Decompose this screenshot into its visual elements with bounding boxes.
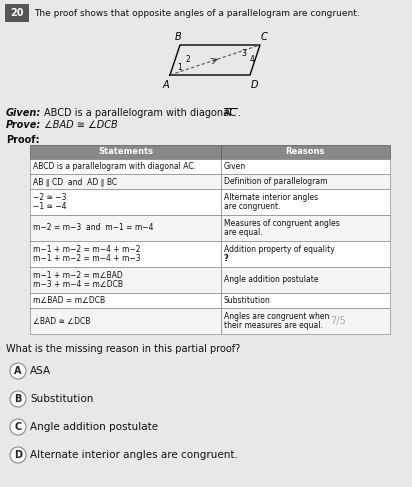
Text: B: B: [175, 32, 181, 42]
Text: −2 ≅ −3: −2 ≅ −3: [33, 193, 66, 202]
Text: Angle addition postulate: Angle addition postulate: [30, 422, 158, 432]
Bar: [30, 308, 221, 334]
Text: Alternate interior angles: Alternate interior angles: [224, 193, 318, 202]
Bar: [221, 267, 390, 293]
Text: 3: 3: [241, 49, 246, 57]
Text: ∠BAD ≅ ∠DCB: ∠BAD ≅ ∠DCB: [33, 317, 90, 325]
Text: Alternate interior angles are congruent.: Alternate interior angles are congruent.: [30, 450, 238, 460]
Text: ABCD is a parallelogram with diagonal AC.: ABCD is a parallelogram with diagonal AC…: [33, 162, 196, 171]
Text: Reasons: Reasons: [286, 148, 325, 156]
Text: ∠BAD ≅ ∠DCB: ∠BAD ≅ ∠DCB: [44, 120, 118, 130]
Text: m−1 + m−2 = m−4 + m−2: m−1 + m−2 = m−4 + m−2: [33, 245, 140, 254]
Circle shape: [10, 447, 26, 463]
Text: Statements: Statements: [98, 148, 153, 156]
Text: Prove:: Prove:: [6, 120, 41, 130]
Text: m∠BAD = m∠DCB: m∠BAD = m∠DCB: [33, 296, 105, 305]
Text: Substitution: Substitution: [30, 394, 94, 404]
Text: m−1 + m−2 = m−4 + m−3: m−1 + m−2 = m−4 + m−3: [33, 254, 140, 263]
Text: D: D: [14, 450, 22, 460]
Text: C: C: [14, 422, 21, 432]
Text: Angles are congruent when: Angles are congruent when: [224, 312, 329, 321]
Bar: [221, 215, 390, 241]
Bar: [221, 293, 390, 308]
Bar: [30, 293, 221, 308]
Bar: [30, 145, 390, 159]
Text: AB ∥ CD  and  AD ∥ BC: AB ∥ CD and AD ∥ BC: [33, 177, 117, 186]
Bar: [221, 308, 390, 334]
Text: Proof:: Proof:: [6, 135, 40, 145]
Bar: [221, 159, 390, 174]
FancyBboxPatch shape: [5, 4, 29, 22]
Bar: [221, 174, 390, 189]
Text: Angle addition postulate: Angle addition postulate: [224, 276, 318, 284]
Text: −1 ≅ −4: −1 ≅ −4: [33, 202, 66, 211]
Text: Given: Given: [224, 162, 246, 171]
Bar: [30, 174, 221, 189]
Text: 1: 1: [178, 62, 183, 72]
Text: What is the missing reason in this partial proof?: What is the missing reason in this parti…: [6, 344, 240, 354]
Text: 4: 4: [250, 56, 255, 64]
Text: m−3 + m−4 = m∠DCB: m−3 + m−4 = m∠DCB: [33, 280, 123, 289]
Text: are equal.: are equal.: [224, 228, 262, 237]
Text: Measures of congruent angles: Measures of congruent angles: [224, 219, 339, 228]
Text: A: A: [163, 80, 169, 90]
Text: are congruent.: are congruent.: [224, 202, 280, 211]
Bar: [30, 189, 221, 215]
Text: m−2 = m−3  and  m−1 = m−4: m−2 = m−3 and m−1 = m−4: [33, 224, 154, 232]
Bar: [30, 215, 221, 241]
Text: ABCD is a parallelogram with diagonal: ABCD is a parallelogram with diagonal: [44, 108, 235, 118]
Text: C: C: [261, 32, 267, 42]
Bar: [221, 189, 390, 215]
Text: ASA: ASA: [30, 366, 51, 376]
Text: their measures are equal.: their measures are equal.: [224, 321, 323, 330]
Text: The proof shows that opposite angles of a parallelogram are congruent.: The proof shows that opposite angles of …: [34, 8, 360, 18]
Text: Substitution: Substitution: [224, 296, 271, 305]
Bar: [221, 241, 390, 267]
Bar: [30, 241, 221, 267]
Circle shape: [10, 391, 26, 407]
Text: 2: 2: [186, 56, 190, 64]
Text: m−1 + m−2 = m∠BAD: m−1 + m−2 = m∠BAD: [33, 271, 123, 280]
Text: .: .: [238, 108, 241, 118]
Text: Given:: Given:: [6, 108, 41, 118]
Text: Addition property of equality: Addition property of equality: [224, 245, 335, 254]
Bar: [30, 159, 221, 174]
Text: A: A: [14, 366, 22, 376]
Text: Definition of parallelogram: Definition of parallelogram: [224, 177, 327, 186]
Text: AC: AC: [224, 108, 237, 118]
Text: D: D: [250, 80, 258, 90]
Circle shape: [10, 363, 26, 379]
Text: ?: ?: [224, 254, 229, 263]
Text: 20: 20: [10, 8, 24, 18]
Text: B: B: [14, 394, 22, 404]
Bar: [30, 267, 221, 293]
Text: 7/5: 7/5: [330, 316, 346, 326]
Circle shape: [10, 419, 26, 435]
